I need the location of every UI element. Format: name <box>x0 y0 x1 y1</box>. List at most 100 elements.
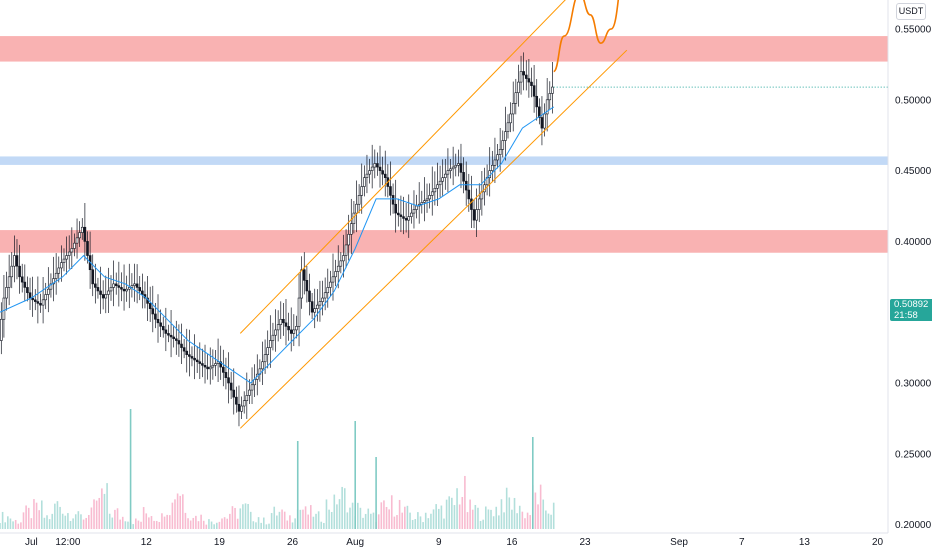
candle-body <box>336 265 340 272</box>
volume-bar <box>218 521 221 529</box>
volume-bar <box>124 521 127 529</box>
candle-body <box>70 248 74 253</box>
volume-bar <box>370 513 372 529</box>
volume-bar <box>341 486 343 529</box>
candle-body <box>250 384 254 391</box>
candle-body <box>522 71 525 76</box>
volume-bar <box>505 487 508 529</box>
price-tick-label: 0.30000 <box>895 379 932 390</box>
volume-bar <box>192 517 195 529</box>
candle-body <box>470 198 473 210</box>
candle-body <box>524 74 528 79</box>
candle-body <box>441 177 444 182</box>
candle-body <box>289 329 293 334</box>
candle-body <box>326 287 330 294</box>
volume-bar <box>307 514 309 529</box>
volume-bar <box>249 511 252 529</box>
volume-bar <box>404 506 406 529</box>
candle-body <box>519 71 523 83</box>
last-price-value: 0.50892 <box>894 299 929 310</box>
volume-bar <box>398 499 401 529</box>
candle-body <box>545 99 549 115</box>
volume-bar <box>33 499 35 529</box>
volume-bar <box>38 510 40 529</box>
candle-body <box>532 85 536 97</box>
price-axis[interactable]: 0.900000.850000.800000.750000.700000.650… <box>895 0 932 532</box>
candle-body <box>78 232 81 239</box>
volume-bar <box>406 505 409 529</box>
candle-body <box>548 93 552 101</box>
ema-line <box>0 106 554 384</box>
volume-bar <box>299 509 302 529</box>
volume-bar <box>516 513 518 529</box>
volume-bar <box>354 421 356 529</box>
volume-bar <box>346 512 349 529</box>
volume-bar <box>200 514 202 529</box>
volume-bar <box>129 409 132 529</box>
volume-bar <box>61 513 64 529</box>
volume-bar <box>283 511 286 529</box>
time-axis[interactable]: Jul 12:00 12 19 26 Aug 9 16 23 Sep 7 13 20 <box>25 537 884 548</box>
volume-bar <box>547 513 550 529</box>
currency-label[interactable]: USDT <box>896 3 926 20</box>
volume-bar <box>427 518 430 529</box>
volume-bar <box>25 505 27 529</box>
volume-bar <box>239 508 242 529</box>
candle-body <box>232 389 236 398</box>
volume-bar <box>437 508 440 529</box>
volume-bar <box>221 518 223 529</box>
bar-countdown: 21:58 <box>894 310 918 321</box>
time-tick-label: 23 <box>579 537 591 548</box>
volume-bar <box>372 512 375 529</box>
candle-body <box>237 403 241 412</box>
candle-body <box>349 223 353 235</box>
candle-body <box>444 173 447 178</box>
volume-bar <box>357 502 359 529</box>
volume-bar <box>46 515 48 529</box>
time-tick-label: Jul <box>25 537 38 548</box>
volume-bar <box>435 504 437 529</box>
volume-bar <box>336 504 338 529</box>
candle-body <box>109 287 113 292</box>
candle-body <box>295 326 298 331</box>
volume-bar <box>445 499 448 529</box>
volume-bar <box>469 499 471 529</box>
volume-bar <box>22 512 25 529</box>
candle-body <box>214 363 217 366</box>
volume-bar <box>377 514 380 529</box>
volume-bar <box>208 519 210 529</box>
volume-bar <box>202 520 205 529</box>
volume-bar <box>375 457 377 529</box>
candle-body <box>415 205 418 210</box>
volume-bar <box>101 488 103 529</box>
volume-bar <box>330 511 333 529</box>
candle-body <box>438 180 442 186</box>
candle-body <box>36 301 40 304</box>
volume-bar <box>74 514 77 529</box>
volume-bar <box>349 507 351 529</box>
candle-body <box>114 283 118 286</box>
volume-bar <box>513 497 516 529</box>
candle-body <box>331 276 335 283</box>
volume-bar <box>498 515 500 529</box>
volume-bar <box>409 512 411 529</box>
candle-body <box>188 354 191 357</box>
volume-bar <box>456 488 458 529</box>
volume-bar <box>236 518 239 529</box>
candle-body <box>323 292 327 299</box>
candle-body <box>41 299 45 306</box>
volume-bar <box>215 522 218 529</box>
candle-body <box>399 214 403 217</box>
volume-bar <box>106 483 108 529</box>
candle-body <box>368 170 371 175</box>
price-tick-label: 0.55000 <box>895 25 932 36</box>
candle-body <box>292 329 296 334</box>
time-tick-label: 7 <box>739 537 745 548</box>
candle-body <box>451 166 455 170</box>
candle-body <box>169 334 173 338</box>
volume-bar <box>477 507 479 529</box>
candle-body <box>313 308 317 313</box>
candle-body <box>177 340 181 345</box>
candle-body <box>389 186 392 196</box>
